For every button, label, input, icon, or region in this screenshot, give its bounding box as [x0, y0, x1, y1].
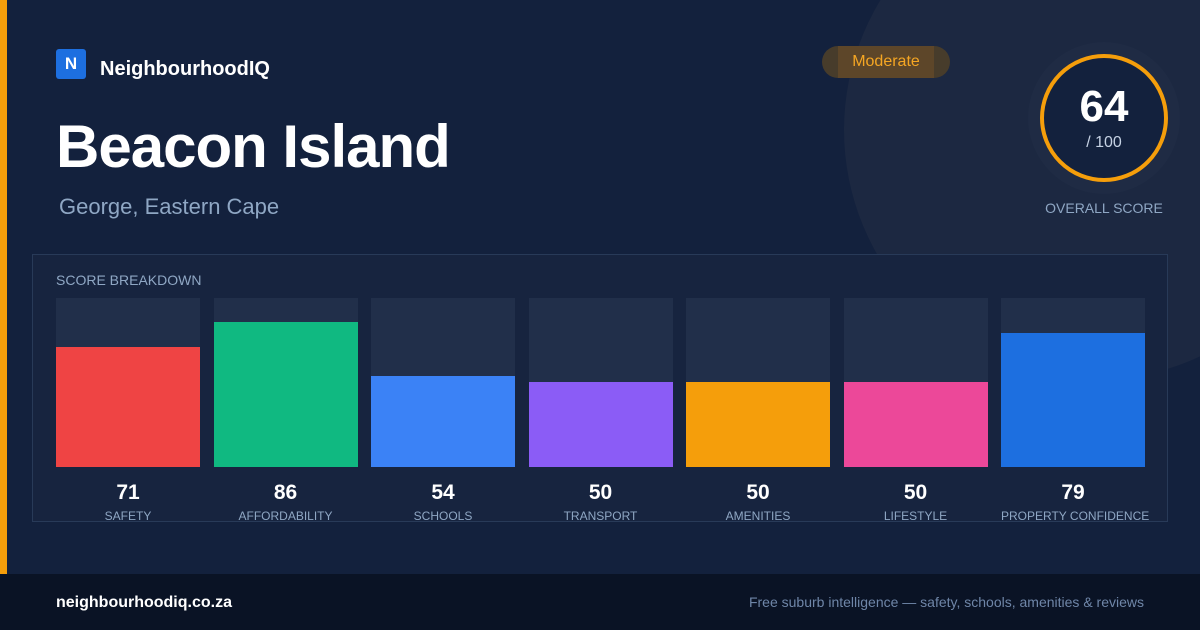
bar-track [528, 298, 673, 467]
score-ring-arc [1040, 54, 1168, 182]
bar-label: SAFETY [104, 509, 152, 523]
score-bar-lifestyle: 50 LIFESTYLE [843, 298, 988, 523]
bar-value: 54 [431, 481, 455, 504]
bar-value: 50 [746, 481, 770, 504]
overall-score-max: / 100 [1086, 134, 1122, 151]
rating-badge-label: Moderate [838, 46, 934, 78]
score-ring-graphic [1040, 54, 1168, 182]
bar-label: PROPERTY CONFIDENCE [1001, 509, 1150, 523]
score-ring-background [1040, 54, 1168, 182]
bar-fill [213, 322, 358, 467]
bar-track [1001, 298, 1145, 467]
score-bar-affordability: 86 AFFORDABILITY [213, 298, 358, 523]
bar-track [213, 298, 358, 467]
score-breakdown-panel: SCORE BREAKDOWN 71 SAFETY 86 AFFORDABILITY 5… [32, 254, 1168, 523]
bar-label: AFFORDABILITY [238, 509, 333, 523]
score-bar-safety: 71 SAFETY [56, 298, 200, 523]
bar-fill [1001, 333, 1145, 467]
bar-label: SCHOOLS [413, 509, 473, 523]
footer-domain: neighbourhoodiq.co.za [56, 594, 232, 611]
overall-score-label: OVERALL SCORE [1045, 200, 1163, 216]
bar-value: 50 [903, 481, 928, 504]
footer-tagline: Free suburb intelligence — safety, schoo… [748, 594, 1144, 610]
bar-fill [843, 382, 988, 467]
score-bar-amenities: 50 AMENITIES [686, 298, 830, 523]
bar-value: 79 [1061, 481, 1085, 504]
score-bar-schools: 54 SCHOOLS [371, 298, 515, 523]
bar-fill [56, 347, 200, 467]
footer: neighbourhoodiq.co.za Free suburb intell… [0, 574, 1200, 630]
brand-name: NeighbourhoodIQ [100, 58, 270, 80]
bar-fill [686, 382, 830, 467]
bar-fill [371, 376, 515, 467]
brand-logo-icon: N [56, 48, 86, 79]
bar-label: LIFESTYLE [883, 509, 948, 523]
bar-value: 50 [588, 481, 613, 504]
bar-value: 86 [273, 481, 298, 504]
suburb-title: Beacon Island [56, 113, 451, 180]
accent-bar [0, 0, 7, 574]
bar-track [56, 298, 200, 467]
overall-score-value: 64 [1079, 82, 1129, 131]
bar-label: AMENITIES [725, 509, 791, 523]
brand: N NeighbourhoodIQ [56, 46, 270, 81]
bar-fill [528, 382, 673, 467]
overall-score-ring: 64 / 100 [1028, 42, 1180, 194]
bar-track [843, 298, 988, 467]
breakdown-heading: SCORE BREAKDOWN [56, 272, 202, 288]
suburb-region: George, Eastern Cape [59, 194, 280, 219]
bar-label: TRANSPORT [563, 509, 638, 523]
bar-value: 71 [116, 481, 140, 504]
rating-badge: Moderate [822, 46, 950, 78]
score-bar-property-confidence: 79 PROPERTY CONFIDENCE [1001, 298, 1150, 523]
bar-track [686, 298, 830, 467]
score-bar-transport: 50 TRANSPORT [528, 298, 673, 523]
bar-track [371, 298, 515, 467]
